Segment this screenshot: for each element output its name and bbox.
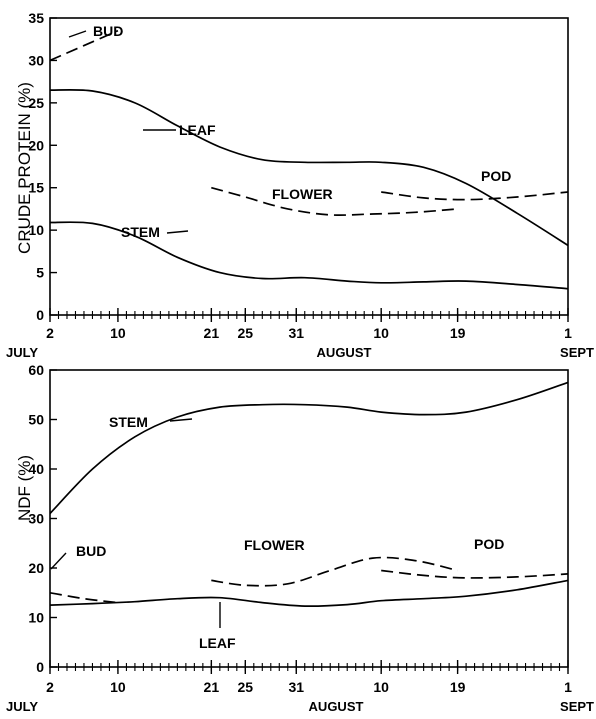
- y-tick-label: 30: [28, 52, 44, 68]
- y-tick-label: 10: [28, 610, 44, 626]
- month-label: AUGUST: [309, 699, 364, 714]
- y-axis-title: CRUDE PROTEIN (%): [15, 82, 34, 254]
- x-tick-label: 2: [46, 325, 54, 341]
- series-line-bud: [49, 591, 118, 604]
- crude-protein-chart: CRUDE PROTEIN (%) 0 5 10 15 20 25 30 35 2 10 21 25 3…: [6, 10, 594, 360]
- series-line-bud: [49, 29, 119, 62]
- series-line-leaf: [49, 579, 569, 608]
- series-line-flower: [211, 186, 458, 217]
- y-tick-label: 50: [28, 412, 44, 428]
- x-tick-label: 1: [564, 679, 572, 695]
- series-label-leaf: LEAF: [199, 635, 236, 651]
- x-tick-label: 10: [110, 679, 126, 695]
- series-label-pod: POD: [474, 536, 504, 552]
- y-tick-label: 35: [28, 10, 44, 26]
- month-label: JULY: [6, 699, 38, 714]
- series-leader-line: [68, 30, 87, 38]
- month-label: AUGUST: [317, 345, 372, 360]
- x-tick-label: 19: [450, 325, 466, 341]
- x-tick-label: 2: [46, 679, 54, 695]
- series-label-stem: STEM: [121, 224, 160, 240]
- series-label-bud: BUD: [76, 543, 106, 559]
- x-tick-label: 31: [288, 679, 304, 695]
- x-tick-label: 25: [238, 325, 254, 341]
- x-tick-label: 21: [204, 325, 220, 341]
- x-tick-label: 1: [564, 325, 572, 341]
- series-label-stem: STEM: [109, 414, 148, 430]
- series-leader-line: [169, 418, 193, 422]
- series-label-flower: FLOWER: [272, 186, 333, 202]
- y-tick-label: 0: [36, 659, 44, 675]
- y-tick-label: 5: [36, 265, 44, 281]
- month-label: JULY: [6, 345, 38, 360]
- series-leader-line: [50, 552, 67, 570]
- y-tick-label: 0: [36, 307, 44, 323]
- series-line-pod: [381, 569, 569, 579]
- series-label-flower: FLOWER: [244, 537, 305, 553]
- series-label-leaf: LEAF: [179, 122, 216, 138]
- series-leader-line: [166, 230, 189, 234]
- y-axis-title: NDF (%): [15, 455, 34, 521]
- series-line-stem: [49, 381, 569, 515]
- y-tick-label: 20: [28, 560, 44, 576]
- series-line-stem: [49, 221, 569, 290]
- x-tick-label: 25: [238, 679, 254, 695]
- y-tick-label: 25: [28, 95, 44, 111]
- x-tick-label: 10: [110, 325, 126, 341]
- plot-frame: [49, 17, 569, 316]
- y-tick-label: 40: [28, 461, 44, 477]
- y-tick-label: 30: [28, 511, 44, 527]
- series-label-pod: POD: [481, 168, 511, 184]
- y-tick-label: 20: [28, 137, 44, 153]
- y-tick-label: 15: [28, 180, 44, 196]
- series-line-leaf: [49, 88, 569, 247]
- x-tick-label: 21: [204, 679, 220, 695]
- x-tick-label: 10: [373, 679, 389, 695]
- x-tick-label: 10: [373, 325, 389, 341]
- x-tick-label: 31: [288, 325, 304, 341]
- series-label-bud: BUD: [93, 23, 123, 39]
- month-label: SEPT: [560, 345, 594, 360]
- ndf-chart: NDF (%) 0 10 20 30 40 50 60 2 10 21 25 31 10 19 1 JULY A…: [6, 362, 594, 714]
- series-line-flower: [211, 556, 458, 587]
- y-tick-label: 10: [28, 222, 44, 238]
- x-tick-label: 19: [450, 679, 466, 695]
- y-tick-label: 60: [28, 362, 44, 378]
- series-line-pod: [381, 191, 569, 201]
- month-label: SEPT: [560, 699, 594, 714]
